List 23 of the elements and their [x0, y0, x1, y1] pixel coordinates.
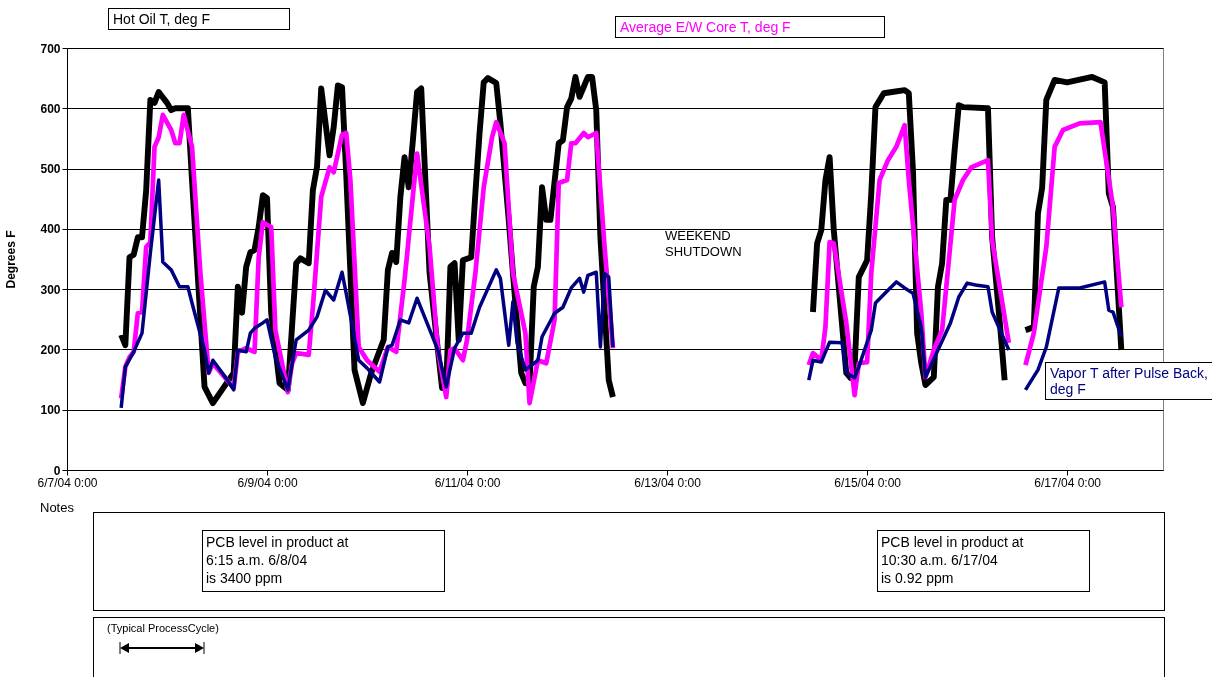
y-tick-label: 400: [40, 222, 61, 237]
y-tick-label: 600: [40, 101, 61, 116]
x-tick-label: 6/9/04 0:00: [237, 475, 298, 490]
series-label: Vapor T after Pulse Back, deg F: [1045, 362, 1212, 400]
x-tick-label: 6/15/04 0:00: [834, 475, 902, 490]
text: Average E/W Core T, deg F: [615, 16, 885, 38]
x-tick-label: 6/13/04 0:00: [634, 475, 702, 490]
x-tick-label: 6/7/04 0:00: [37, 475, 98, 490]
y-tick-label: 100: [40, 403, 61, 418]
y-tick-label: 200: [40, 342, 61, 357]
text: PCB level in product at 6:15 a.m. 6/8/04 is 3400 ppm: [202, 530, 445, 592]
y-tick-label: 500: [40, 162, 61, 177]
text: Hot Oil T, deg F: [108, 8, 290, 30]
annotation: WEEKEND SHUTDOWN: [665, 228, 743, 260]
text: Notes: [40, 500, 75, 516]
y-tick-label: 300: [40, 282, 61, 297]
y-axis-title: Degrees F: [4, 230, 19, 289]
x-tick-label: 6/11/04 0:00: [434, 475, 501, 490]
text: PCB level in product at 10:30 a.m. 6/17/04 is 0.92 ppm: [877, 530, 1090, 592]
x-tick-label: 6/17/04 0:00: [1034, 475, 1102, 490]
y-tick-label: 0: [53, 463, 61, 478]
y-tick-label: 700: [40, 41, 61, 56]
text: (Typical ProcessCycle): [107, 621, 220, 636]
